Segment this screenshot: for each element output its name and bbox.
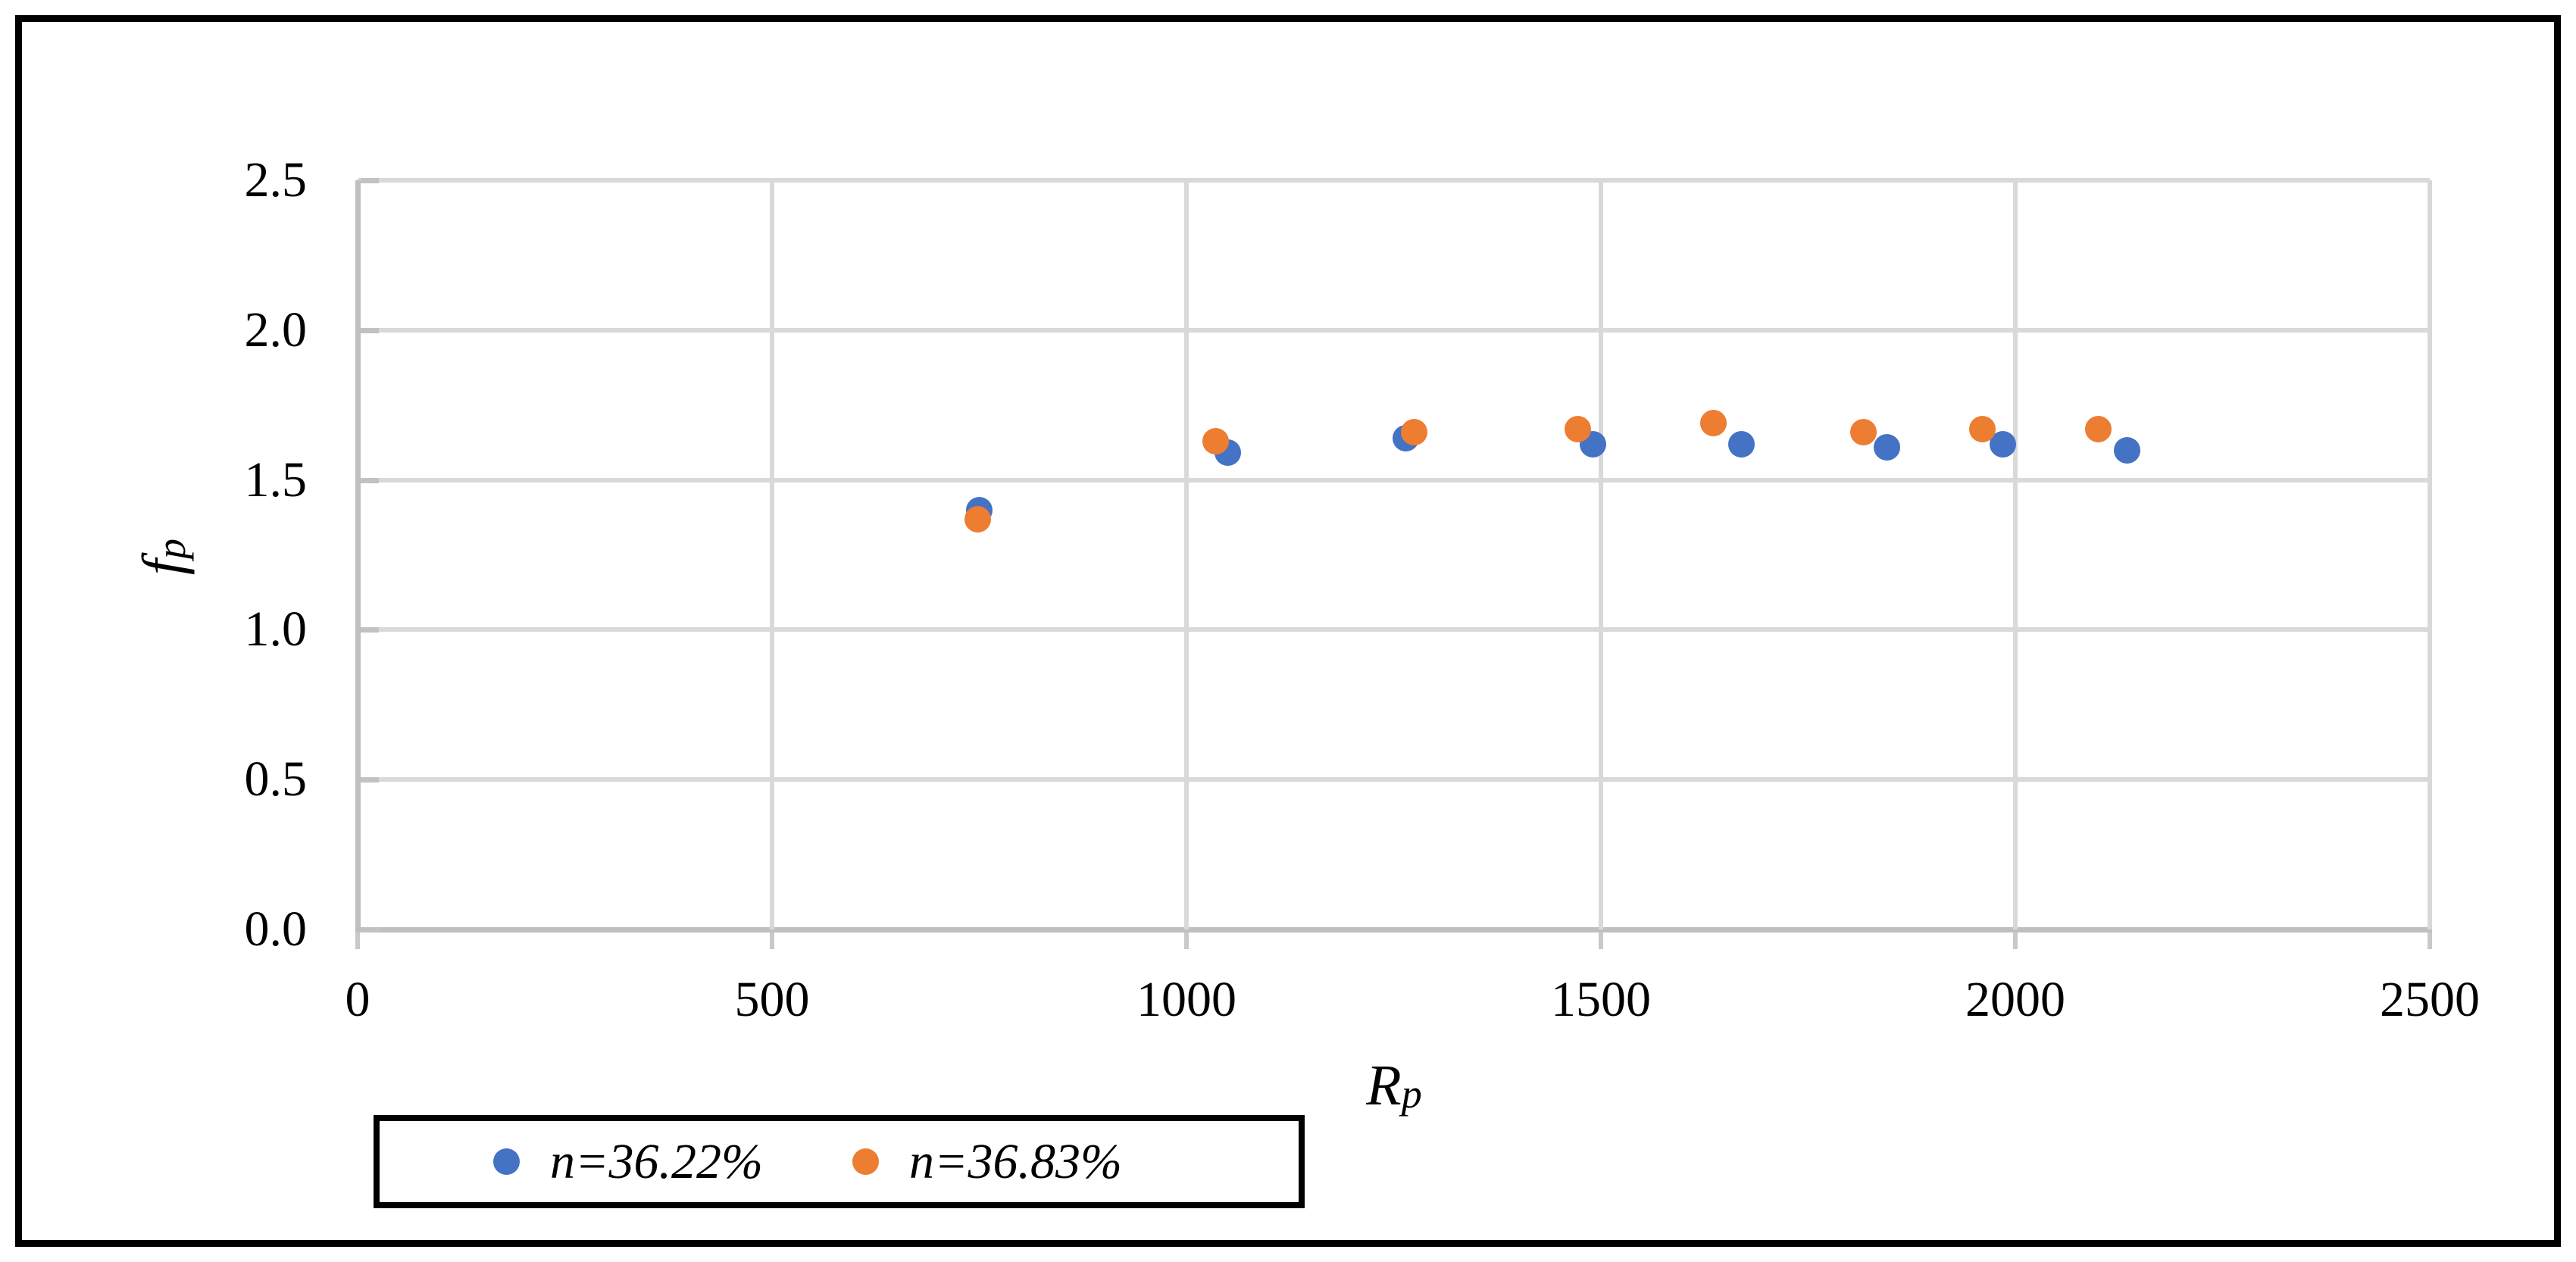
data-point-blue	[2114, 436, 2141, 464]
x-tick-label: 1500	[1551, 972, 1651, 1027]
x-axis-title-subscript: p	[1401, 1071, 1422, 1117]
x-axis-title-main: R	[1366, 1054, 1402, 1117]
data-point-orange	[1700, 409, 1727, 436]
figure-border	[15, 15, 2561, 1247]
legend-entry-series-1: n=36.22%	[493, 1133, 763, 1191]
v-gridline	[1599, 180, 1603, 929]
v-gridline	[2013, 180, 2018, 929]
y-axis-line	[355, 180, 361, 929]
data-point-orange	[964, 505, 991, 533]
x-tick-mark	[2013, 932, 2018, 949]
legend: n=36.22% n=36.83%	[374, 1115, 1305, 1208]
y-axis-title-subscript: p	[148, 538, 194, 559]
y-tick-label: 0.0	[244, 901, 308, 957]
x-tick-mark	[1599, 932, 1603, 949]
h-gridline	[358, 178, 2430, 183]
v-gridline	[770, 180, 774, 929]
data-point-blue	[1728, 430, 1755, 458]
y-tick-label: 1.5	[244, 451, 308, 508]
data-point-orange	[1202, 427, 1229, 455]
y-tick-label: 1.0	[244, 601, 308, 658]
legend-entry-series-2: n=36.83%	[852, 1133, 1122, 1191]
legend-label-series-2: n=36.83%	[909, 1133, 1123, 1189]
y-tick-mark	[361, 627, 379, 633]
y-tick-label: 2.0	[244, 301, 308, 358]
x-tick-mark	[1184, 932, 1189, 949]
h-gridline	[358, 777, 2430, 783]
y-tick-mark	[361, 927, 379, 932]
v-gridline	[2428, 180, 2432, 929]
x-tick-mark	[355, 932, 360, 949]
data-point-blue	[1873, 433, 1900, 461]
legend-marker-orange-icon	[852, 1148, 880, 1175]
legend-marker-blue-icon	[493, 1148, 520, 1175]
h-gridline	[358, 627, 2430, 633]
v-gridline	[1184, 180, 1189, 929]
y-tick-label: 0.5	[244, 751, 308, 807]
x-tick-label: 1000	[1136, 972, 1236, 1027]
h-gridline	[358, 477, 2430, 483]
data-point-orange	[1968, 415, 1996, 442]
data-point-orange	[2084, 415, 2112, 442]
x-tick-label: 500	[734, 972, 810, 1027]
legend-label-series-1: n=36.22%	[550, 1133, 764, 1189]
y-tick-mark	[361, 477, 379, 483]
y-axis-title-main: f	[130, 558, 195, 576]
x-axis-title: Rp	[1167, 1053, 1621, 1119]
x-axis-line	[355, 927, 2432, 932]
x-tick-label: 2500	[2380, 972, 2480, 1027]
x-tick-mark	[2428, 932, 2432, 949]
y-tick-label: 2.5	[244, 152, 308, 208]
h-gridline	[358, 327, 2430, 333]
data-point-orange	[1850, 418, 1877, 445]
y-tick-mark	[361, 327, 379, 333]
x-tick-mark	[770, 932, 774, 949]
data-point-orange	[1401, 418, 1428, 445]
x-tick-label: 0	[345, 972, 370, 1027]
data-point-orange	[1564, 415, 1591, 442]
y-tick-mark	[361, 178, 379, 183]
y-tick-mark	[361, 777, 379, 783]
x-tick-label: 2000	[1965, 972, 2065, 1027]
